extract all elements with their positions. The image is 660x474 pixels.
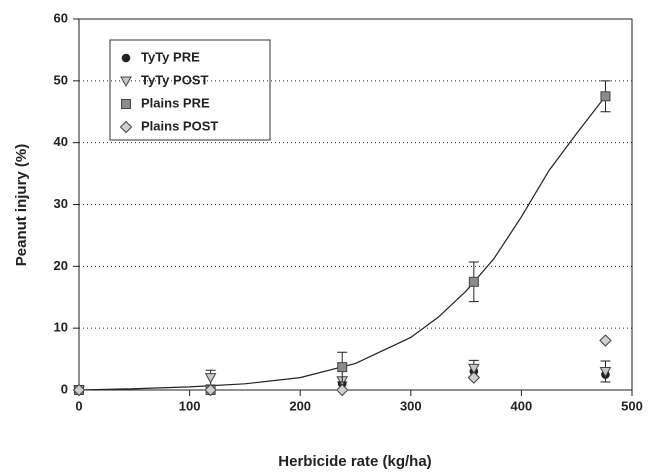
marker — [599, 334, 612, 347]
marker — [599, 366, 612, 378]
x-tick-label: 200 — [289, 398, 311, 413]
y-tick-label: 10 — [54, 320, 68, 335]
plot-frame — [78, 18, 633, 391]
marker — [600, 91, 611, 102]
marker — [204, 383, 217, 397]
y-tick-label: 30 — [54, 196, 68, 211]
y-tick-label: 40 — [54, 134, 68, 149]
y-tick-label: 50 — [54, 72, 68, 87]
marker — [337, 362, 348, 373]
x-tick-label: 300 — [400, 398, 422, 413]
x-tick-label: 0 — [75, 398, 82, 413]
marker — [467, 371, 481, 384]
legend-box — [109, 39, 271, 141]
legend-label: Plains POST — [141, 118, 218, 133]
legend-marker — [119, 120, 133, 134]
marker — [204, 373, 217, 384]
x-tick-label: 100 — [179, 398, 201, 413]
fit-curve — [78, 95, 606, 391]
legend-marker — [120, 76, 132, 88]
y-axis-title: Peanut injury (%) — [13, 144, 30, 267]
y-tick-label: 60 — [54, 10, 68, 25]
marker — [72, 383, 86, 397]
legend-label: TyTy PRE — [141, 49, 200, 64]
x-tick-label: 500 — [621, 398, 643, 413]
x-axis-title: Herbicide rate (kg/ha) — [278, 453, 431, 470]
marker — [336, 383, 349, 397]
marker — [467, 363, 480, 375]
legend-marker — [121, 53, 131, 63]
legend-label: TyTy POST — [141, 72, 208, 87]
marker — [468, 276, 479, 287]
legend-label: Plains PRE — [141, 95, 210, 110]
x-tick-label: 400 — [511, 398, 533, 413]
legend-marker — [121, 99, 131, 109]
y-tick-label: 0 — [61, 381, 68, 396]
y-tick-label: 20 — [54, 258, 68, 273]
